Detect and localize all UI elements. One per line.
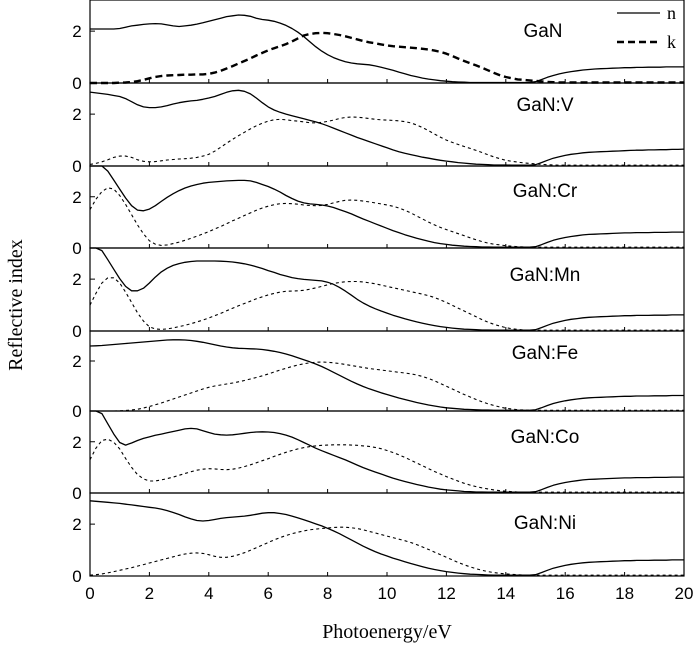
y-tick-label: 0 [72,239,81,258]
panel-6: 0 2 GaN:Co [72,410,685,503]
x-tick-label: 8 [323,584,332,603]
series-k-line [89,187,684,248]
y-tick-label: 0 [72,74,81,93]
panel-frame [89,165,685,249]
y-tick-label: 0 [72,484,81,503]
series-n-line [90,165,684,248]
panel-frame [89,0,685,84]
y-tick-label: 0 [72,157,81,176]
panel-2: 0 2 GaN:V [72,82,685,176]
y-tick-label: 2 [72,352,81,371]
x-tick-label: 0 [85,584,94,603]
panel-label: GaN:Mn [510,265,581,286]
series-n-line [90,14,684,84]
series-k-line [90,31,684,85]
panel-5: 0 2 GaN:Fe [72,330,685,421]
y-axis-title: Reflective index [5,239,27,371]
panel-frame [89,247,685,332]
panels-layer: 0 2 GaN 0 2 GaN:V 0 2 GaN:Cr 0 2 GaN:Mn 0 2 GaN:Fe 0 2 Ga… [72,0,685,586]
panel-label: GaN:Cr [513,181,578,202]
x-tick-label: 20 [675,584,694,603]
panel-label: GaN:Ni [514,513,576,534]
series-n-line [89,89,685,166]
series-n-line [90,247,684,331]
legend-k-label: k [667,32,676,52]
series-k-line [90,361,684,412]
y-tick-label: 0 [72,567,81,586]
x-axis-title: Photoenergy/eV [322,621,452,643]
x-tick-label: 18 [615,584,634,603]
panel-label: GaN:Co [511,427,580,448]
x-tick-label: 2 [145,584,154,603]
y-tick-label: 2 [72,22,81,41]
panel-4: 0 2 GaN:Mn [72,247,685,341]
series-n-line [90,410,684,493]
x-tick-label: 14 [496,584,515,603]
panel-label: GaN [523,21,562,42]
series-n-line [89,500,684,576]
y-tick-label: 2 [72,188,81,207]
y-tick-label: 0 [72,322,81,341]
panel-frame [89,410,685,494]
x-tick-label: 10 [378,584,397,603]
panel-3: 0 2 GaN:Cr [72,165,685,258]
x-tick-label: 4 [204,584,213,603]
legend-n-label: n [667,3,676,23]
y-tick-label: 2 [72,270,81,289]
series-n-line [89,339,684,411]
y-tick-label: 2 [72,105,81,124]
legend: n k [617,3,676,52]
x-tick-label: 12 [437,584,456,603]
y-tick-label: 2 [72,515,81,534]
y-tick-label: 2 [72,433,81,452]
panel-1: 0 2 GaN [72,0,685,93]
x-axis: 0 2 4 6 8 10 12 14 16 18 20 [85,584,693,603]
series-k-line [89,438,684,493]
panel-7: 0 2 GaN:Ni [72,492,685,586]
panel-frame [89,82,685,167]
series-k-line [89,277,684,331]
series-k-line [89,526,684,576]
y-tick-label: 0 [72,402,81,421]
panel-label: GaN:Fe [512,343,579,364]
panel-frame [89,330,685,412]
panel-frame [89,492,685,577]
series-k-line [89,116,684,166]
panel-label: GaN:V [516,95,573,116]
x-tick-label: 16 [556,584,575,603]
x-tick-label: 6 [263,584,272,603]
